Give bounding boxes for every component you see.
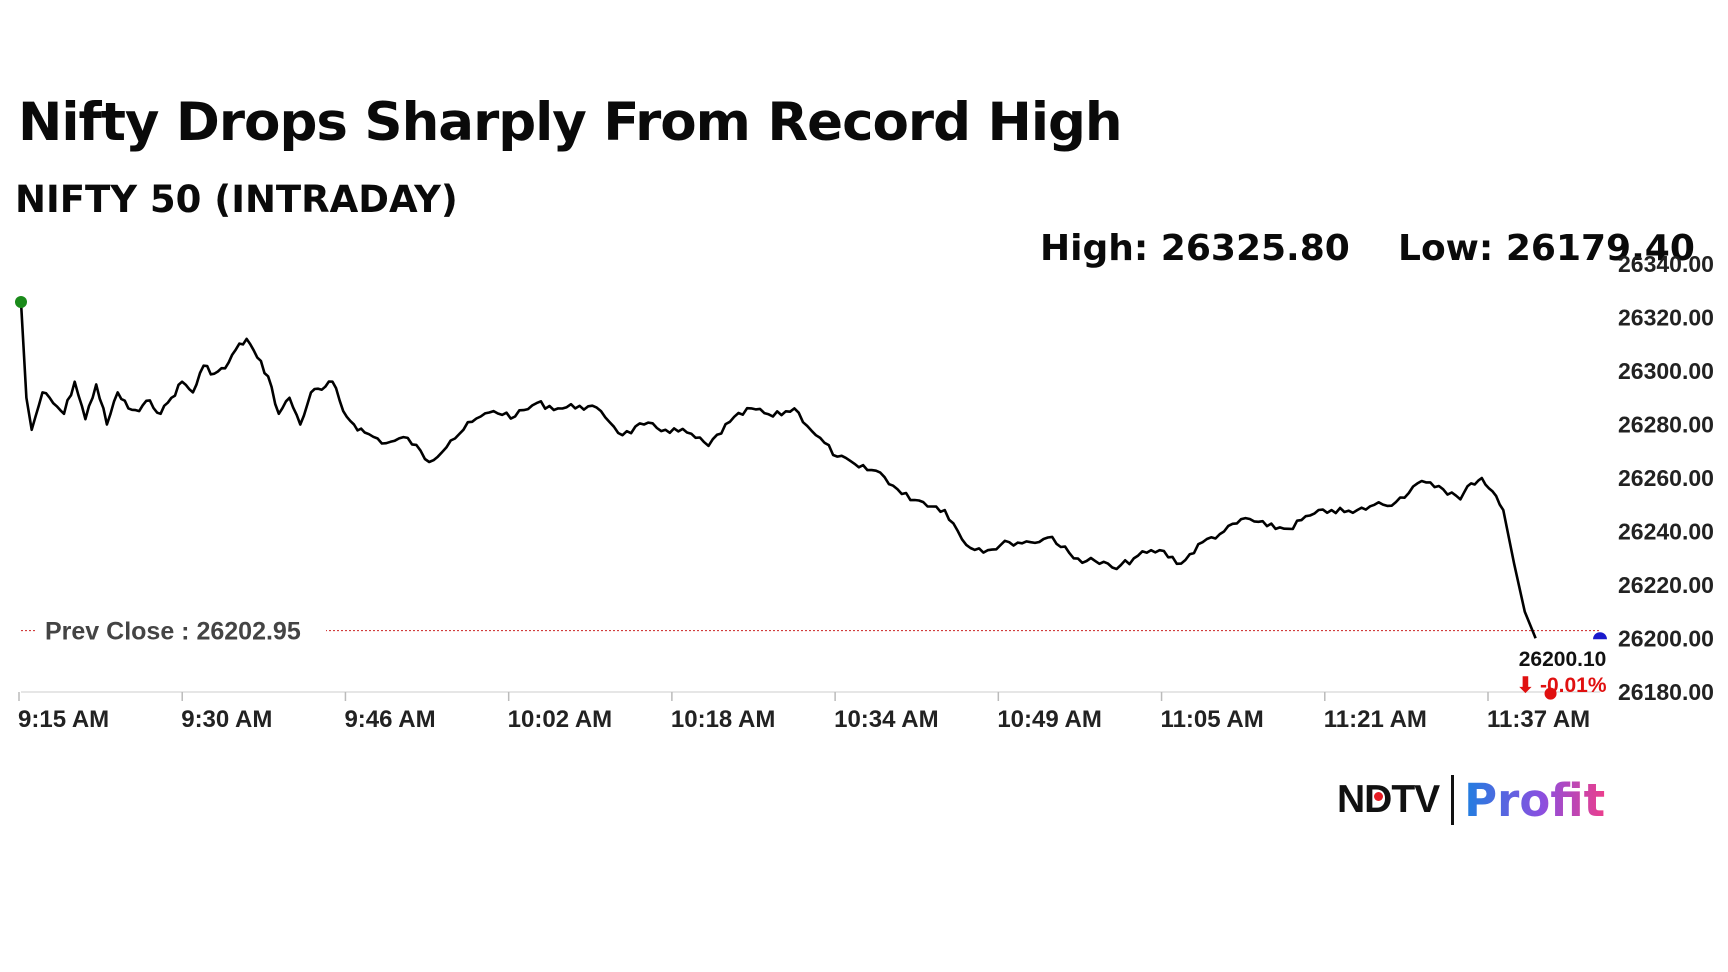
last-price-label: 26200.10 xyxy=(1519,648,1607,671)
x-tick-label: 9:15 AM xyxy=(18,706,109,733)
x-tick-label: 10:49 AM xyxy=(997,706,1101,733)
x-tick-label: 9:30 AM xyxy=(181,706,272,733)
y-tick-label: 26200.00 xyxy=(1618,626,1714,652)
y-tick-label: 26320.00 xyxy=(1618,305,1714,331)
x-tick-label: 10:34 AM xyxy=(834,706,938,733)
change-percent-label: ⬇ -0.01% xyxy=(1517,674,1607,697)
price-markers xyxy=(15,295,1607,700)
prev-close-label: Prev Close : 26202.95 xyxy=(45,618,301,646)
ndtv-profit-logo: NDTV Profit xyxy=(1337,770,1605,830)
logo-red-dot xyxy=(1374,792,1383,801)
y-axis-ticks: 26340.00 26320.00 26300.00 26280.00 26260.00… xyxy=(1618,251,1714,705)
last-price-marker xyxy=(1593,632,1607,640)
y-tick-label: 26260.00 xyxy=(1618,465,1714,491)
day-high-stat: High: 26325.80 xyxy=(1040,228,1350,269)
day-low-stat: Low: 26179.40 xyxy=(1398,228,1695,269)
x-tick-label: 10:18 AM xyxy=(671,706,775,733)
y-tick-label: 26280.00 xyxy=(1618,412,1714,438)
logo-product: Profit xyxy=(1464,773,1606,827)
headline: Nifty Drops Sharply From Record High xyxy=(18,92,1123,153)
high-marker xyxy=(15,295,27,308)
x-tick-label: 11:37 AM xyxy=(1487,706,1590,733)
low-marker xyxy=(1544,687,1557,700)
price-series-line xyxy=(19,301,1537,639)
chart-subtitle: NIFTY 50 (INTRADAY) xyxy=(15,178,458,221)
y-tick-label: 26220.00 xyxy=(1618,572,1714,598)
y-tick-label: 26180.00 xyxy=(1618,679,1714,705)
y-tick-label: 26300.00 xyxy=(1618,358,1714,384)
x-axis-ticks: 9:15 AM 9:30 AM 9:46 AM 10:02 AM 10:18 AM 10:… xyxy=(18,692,1590,733)
x-tick-label: 11:05 AM xyxy=(1161,706,1264,733)
x-tick-label: 10:02 AM xyxy=(508,706,612,733)
prev-close-label-bg xyxy=(36,615,326,646)
y-tick-label: 26240.00 xyxy=(1618,519,1714,545)
x-tick-label: 9:46 AM xyxy=(344,706,435,733)
x-tick-label: 11:21 AM xyxy=(1324,706,1427,733)
y-tick-label: 26340.00 xyxy=(1618,251,1714,277)
prev-close-group: Prev Close : 26202.95 xyxy=(21,615,1600,646)
logo-divider xyxy=(1451,775,1455,825)
logo-brand: NDTV xyxy=(1337,778,1440,821)
